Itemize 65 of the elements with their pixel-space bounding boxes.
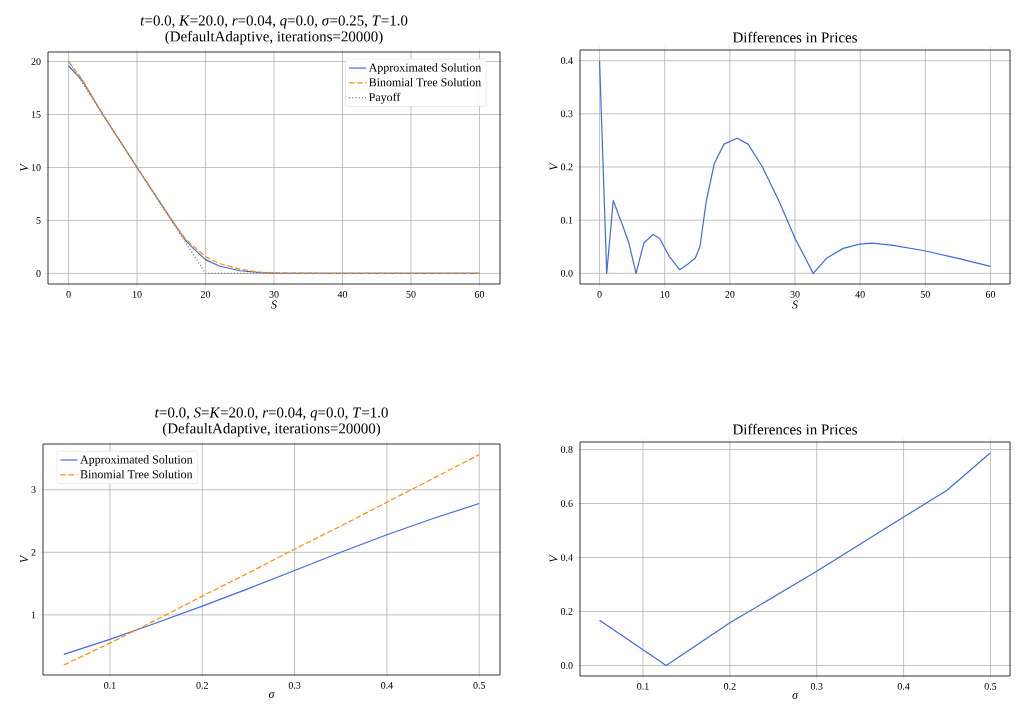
x-tick-label: 0.2	[724, 683, 736, 690]
x-tick-label: 0.5	[984, 683, 997, 690]
x-tick-label: 60	[474, 291, 485, 298]
x-tick-label: 40	[337, 291, 348, 298]
y-tick-label: 0.2	[560, 608, 573, 615]
y-tick-label: 2	[31, 549, 36, 556]
y-tick-label: 20	[31, 58, 41, 65]
x-tick-label: 0.3	[288, 682, 301, 689]
chart-title: t=0.0, S=K=20.0, r=0.04, q=0.0, T=1.0	[155, 407, 388, 421]
y-tick-label: 0.2	[560, 163, 573, 171]
y-tick-label: 0.4	[560, 554, 573, 561]
y-tick-label: 10	[31, 164, 41, 171]
x-tick-label: 0.3	[810, 683, 823, 690]
y-tick-label: 0.6	[560, 500, 573, 507]
x-tick-label: 0.4	[381, 682, 393, 689]
chart-subtitle: (DefaultAdaptive, iterations=20000)	[162, 422, 381, 437]
chart-subtitle: (DefaultAdaptive, iterations=20000)	[165, 30, 383, 45]
x-tick-label: 40	[855, 291, 865, 298]
y-tick-label: 15	[31, 111, 41, 118]
y-tick-label: 0	[36, 270, 41, 277]
y-axis-title: V	[549, 554, 558, 563]
x-tick-label: 0.5	[473, 682, 486, 689]
legend-label: Approximated Solution	[80, 455, 193, 466]
y-tick-label: 5	[36, 217, 41, 224]
x-axis-title: σ	[792, 692, 799, 699]
x-tick-label: 30	[790, 291, 800, 298]
y-tick-label: 0.0	[560, 662, 573, 669]
line-series	[598, 60, 992, 274]
y-tick-label: 1	[31, 611, 36, 619]
legend-label: Binomial Tree Solution	[80, 469, 193, 479]
legend-label: Approximated Solution	[368, 63, 482, 74]
line-series	[598, 452, 992, 667]
x-axis-title: S	[271, 300, 277, 309]
y-axis-title: V	[20, 163, 29, 172]
x-tick-label: 50	[406, 291, 416, 298]
chart-title: Differences in Prices	[732, 31, 857, 43]
x-tick-label: 0.1	[104, 682, 116, 689]
x-tick-label: 0	[66, 291, 71, 298]
chart-title: Differences in Prices	[732, 423, 857, 435]
line-series	[63, 454, 480, 666]
x-tick-label: 20	[725, 291, 735, 298]
legend-label: Payoff	[369, 92, 401, 104]
x-tick-label: 10	[132, 291, 142, 298]
x-tick-label: 0.1	[637, 683, 649, 690]
chart-title: t=0.0, K=20.0, r=0.04, q=0.0, σ=0.25, T=1.0	[140, 15, 408, 29]
line-series	[63, 502, 480, 655]
x-tick-label: 0.2	[196, 682, 208, 689]
y-tick-label: 3	[31, 486, 36, 494]
x-tick-label: 60	[985, 291, 996, 298]
x-tick-label: 30	[269, 291, 279, 298]
y-tick-label: 0.3	[560, 110, 573, 118]
x-tick-label: 10	[660, 291, 670, 298]
x-tick-label: 20	[200, 291, 211, 298]
y-tick-label: 0.0	[560, 269, 573, 277]
y-tick-label: 0.1	[560, 216, 573, 224]
x-axis-title: σ	[268, 691, 275, 698]
y-axis-title: V	[549, 162, 558, 171]
x-tick-label: 50	[920, 291, 930, 298]
x-axis-title: S	[792, 300, 798, 309]
x-tick-label: 0	[597, 291, 602, 298]
y-axis-title: V	[20, 554, 29, 563]
x-tick-label: 0.4	[897, 683, 910, 690]
legend-label: Binomial Tree Solution	[369, 77, 481, 87]
y-tick-label: 0.4	[560, 57, 573, 65]
y-tick-label: 0.8	[560, 446, 573, 453]
